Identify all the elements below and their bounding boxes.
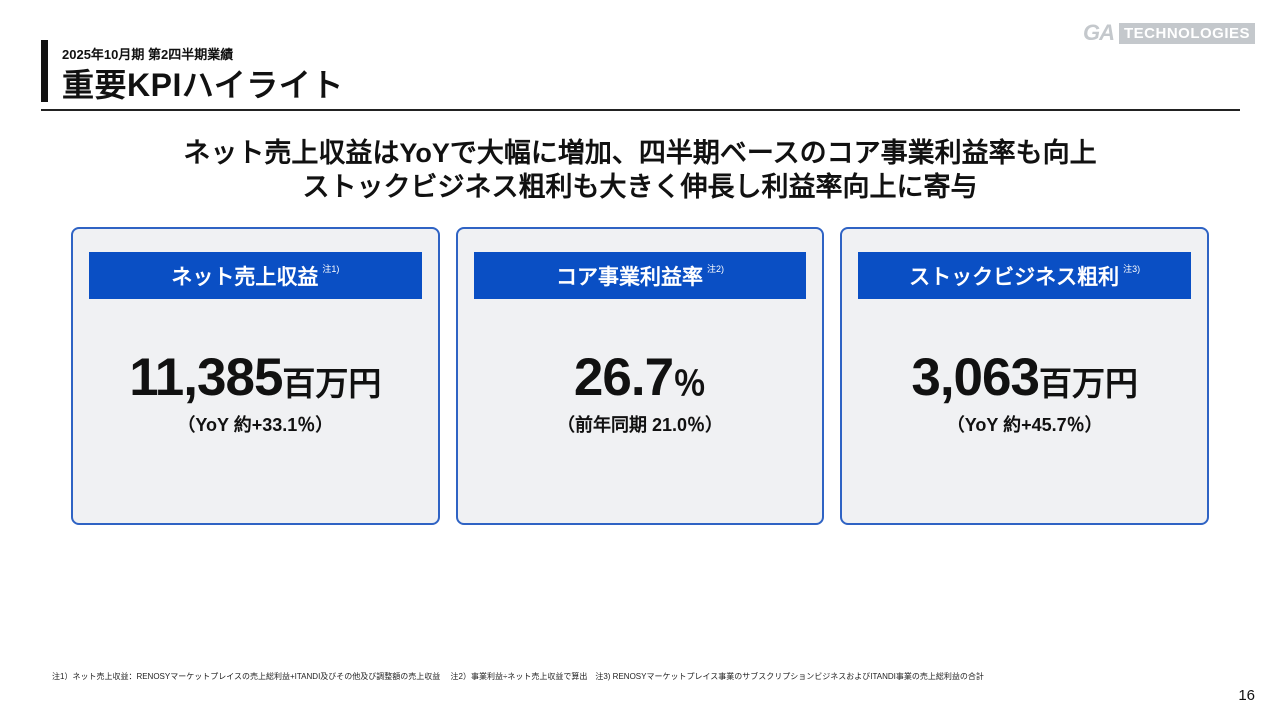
logo-technologies-text: TECHNOLOGIES (1118, 22, 1255, 44)
title-accent-bar (41, 40, 48, 102)
kpi-card-value: 26.7％ (458, 347, 823, 408)
kpi-card-comparison: （YoY 約+33.1％） (177, 415, 334, 435)
kpi-card-note: 注1) (322, 264, 340, 274)
kpi-card-value: 11,385百万円 (73, 347, 438, 408)
slide-title: 重要KPIハイライト (62, 67, 344, 103)
headline-line-2: ストックビジネス粗利も大きく伸長し利益率向上に寄与 (302, 172, 978, 202)
page-number: 16 (1238, 687, 1255, 704)
kpi-value-unit: ％ (673, 365, 707, 402)
kpi-card-core-margin: コア事業利益率 注2) 26.7％ （前年同期 21.0％） (455, 227, 825, 525)
footnote: 注1）ネット売上収益：RENOSYマーケットプレイスの売上総利益+ITANDI及… (52, 672, 984, 681)
company-logo: GA TECHNOLOGIES (1083, 20, 1255, 46)
kpi-card-title: ネット売上収益 (171, 265, 319, 289)
title-divider (41, 109, 1240, 111)
kpi-card-header: ネット売上収益 注1) (89, 252, 422, 299)
kpi-card-header: コア事業利益率 注2) (473, 252, 807, 299)
kpi-card-comparison: （前年同期 21.0％） (556, 415, 724, 435)
kpi-card-note: 注3) (1123, 264, 1141, 274)
headline-line-1: ネット売上収益はYoYで大幅に増加、四半期ベースのコア事業利益率も向上 (183, 138, 1097, 168)
kpi-value-unit: 百万円 (1039, 365, 1138, 402)
slide-subtitle: 2025年10月期 第2四半期業績 (62, 47, 234, 62)
kpi-card-title: ストックビジネス粗利 (909, 265, 1120, 289)
kpi-value-number: 11,385 (129, 348, 283, 407)
kpi-card-comparison: （YoY 約+45.7％） (946, 415, 1103, 435)
kpi-card-net-revenue: ネット売上収益 注1) 11,385百万円 （YoY 約+33.1％） (71, 227, 440, 525)
kpi-cards: ネット売上収益 注1) 11,385百万円 （YoY 約+33.1％） コア事業利… (71, 227, 1210, 525)
kpi-card-header: ストックビジネス粗利 注3) (858, 252, 1192, 299)
kpi-value-number: 3,063 (911, 348, 1040, 407)
kpi-card-stock-gross-profit: ストックビジネス粗利 注3) 3,063百万円 （YoY 約+45.7％） (840, 227, 1210, 525)
kpi-card-title: コア事業利益率 (556, 265, 703, 289)
kpi-card-value: 3,063百万円 (842, 347, 1207, 408)
kpi-value-number: 26.7 (573, 348, 674, 407)
headline: ネット売上収益はYoYで大幅に増加、四半期ベースのコア事業利益率も向上 ストック… (0, 136, 1280, 204)
kpi-card-note: 注2) (707, 264, 725, 274)
logo-ga-text: GA (1082, 20, 1115, 45)
kpi-value-unit: 百万円 (282, 365, 382, 402)
